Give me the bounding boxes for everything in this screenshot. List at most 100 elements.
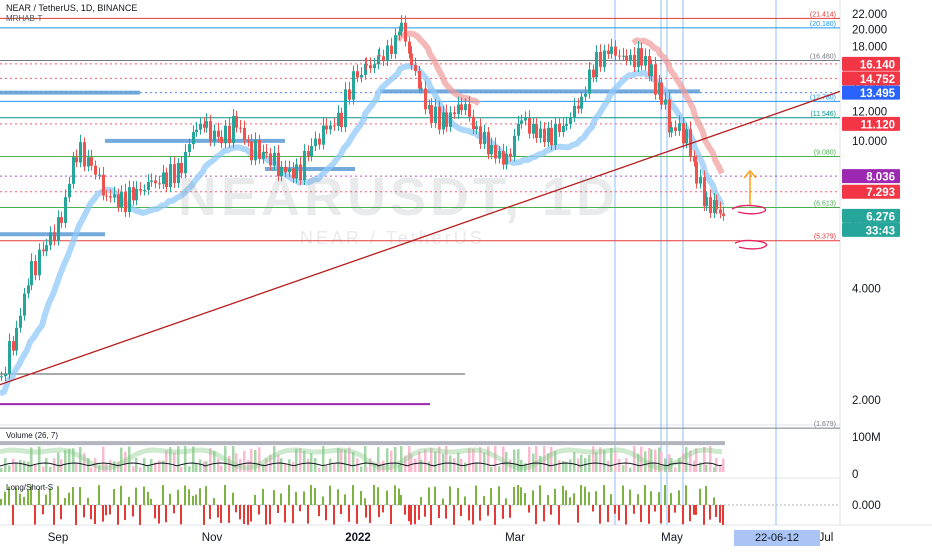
longshort-bar [265, 505, 267, 525]
longshort-bar [109, 505, 111, 515]
candle-body [154, 180, 157, 184]
candle-body [468, 104, 471, 117]
longshort-bar [713, 497, 715, 505]
volume-bar [410, 453, 413, 472]
candle-body [573, 105, 576, 118]
longshort-bar [442, 498, 444, 505]
longshort-bar [705, 485, 707, 505]
longshort-bar [532, 490, 534, 505]
longshort-bar [213, 498, 215, 505]
longshort-bar [378, 505, 380, 518]
longshort-bar [682, 505, 684, 525]
candle-body [664, 99, 667, 105]
volume-bar [90, 467, 93, 472]
moving-average-slow [631, 37, 725, 175]
volume-bar [220, 465, 223, 472]
volume-cloud [0, 447, 723, 471]
volume-bar [386, 448, 389, 472]
price-tag [842, 116, 900, 131]
longshort-bar [288, 485, 290, 505]
longshort-bar [356, 505, 358, 524]
volume-bar [502, 446, 505, 472]
volume-bar [528, 446, 531, 472]
candle-body [394, 35, 397, 54]
longshort-pane-label[interactable]: Long/Short-S [6, 483, 54, 492]
candle-body [404, 22, 407, 42]
longshort-bar [307, 505, 309, 524]
longshort-bar [644, 485, 646, 505]
volume-bar [79, 446, 82, 472]
candle-body [699, 177, 702, 184]
volume-bar [109, 459, 112, 472]
chart-title[interactable]: NEAR / TetherUS, 1D, BINANCE [6, 3, 138, 13]
volume-bar [445, 446, 448, 472]
indicator-label[interactable]: MRHAB-T [6, 14, 43, 23]
moving-average-slow [395, 30, 481, 107]
candle-body [27, 285, 30, 294]
volume-bar [719, 466, 722, 472]
volume-bar [19, 460, 22, 472]
candle-body [654, 64, 657, 95]
volume-bar [660, 451, 663, 472]
volume-bar [147, 464, 150, 472]
volume-bar [344, 449, 347, 472]
candle-body [45, 245, 48, 252]
candle-body [340, 112, 343, 128]
volume-bar [654, 449, 657, 472]
longshort-bar [453, 505, 455, 525]
candle-body [418, 70, 421, 89]
level-label: (11.546) [810, 111, 836, 118]
volume-bar [329, 458, 332, 472]
longshort-bar [719, 505, 721, 523]
longshort-bar [329, 485, 331, 505]
candle-body [337, 112, 340, 126]
volume-bar [573, 452, 576, 472]
volume-bar [310, 453, 313, 472]
longshort-bar [250, 505, 252, 522]
volume-bar [124, 451, 127, 472]
volume-bar [188, 466, 191, 472]
volume-bar [173, 452, 176, 472]
longshort-bar [625, 505, 627, 525]
volume-bar [128, 446, 131, 472]
longshort-bar [424, 505, 426, 517]
price-axis-tick: 20.000 [852, 24, 887, 36]
volume-bar [325, 465, 328, 472]
volume-bar [102, 446, 105, 472]
price-tag-label: 8.036 [866, 172, 895, 184]
candle-body [428, 105, 431, 110]
longshort-bar [23, 496, 25, 505]
longshort-bar [428, 487, 430, 505]
longshort-bar [377, 487, 379, 505]
longshort-bar [325, 505, 327, 521]
longshort-bar [487, 505, 489, 516]
candle-body [475, 126, 478, 130]
price-axis-tick: 18.000 [852, 41, 887, 53]
volume-bar [400, 446, 403, 472]
candle-body [695, 161, 698, 184]
volume-bar [209, 447, 212, 472]
volume-pane-label[interactable]: Volume (26, 7) [6, 431, 59, 440]
moving-average-fast [0, 62, 725, 397]
volume-bar [273, 446, 276, 472]
longshort-bar [98, 485, 100, 505]
price-tag-label: 33:43 [866, 225, 895, 237]
volume-bar [205, 461, 208, 472]
longshort-bar [475, 485, 477, 505]
price-tag [842, 85, 900, 100]
longshort-bar [258, 505, 260, 515]
candle-body [64, 197, 67, 223]
volume-bar [722, 458, 725, 472]
longshort-bar [340, 505, 342, 514]
longshort-bar [670, 493, 672, 505]
longshort-bar [490, 488, 492, 505]
swirl-marker [734, 239, 768, 250]
volume-bar [648, 447, 651, 472]
candle-body [0, 376, 3, 378]
longshort-bar [235, 505, 237, 513]
volume-bar [554, 450, 557, 472]
candle-body [143, 189, 146, 191]
volume-bar [674, 467, 677, 472]
volume-bar [539, 455, 542, 472]
